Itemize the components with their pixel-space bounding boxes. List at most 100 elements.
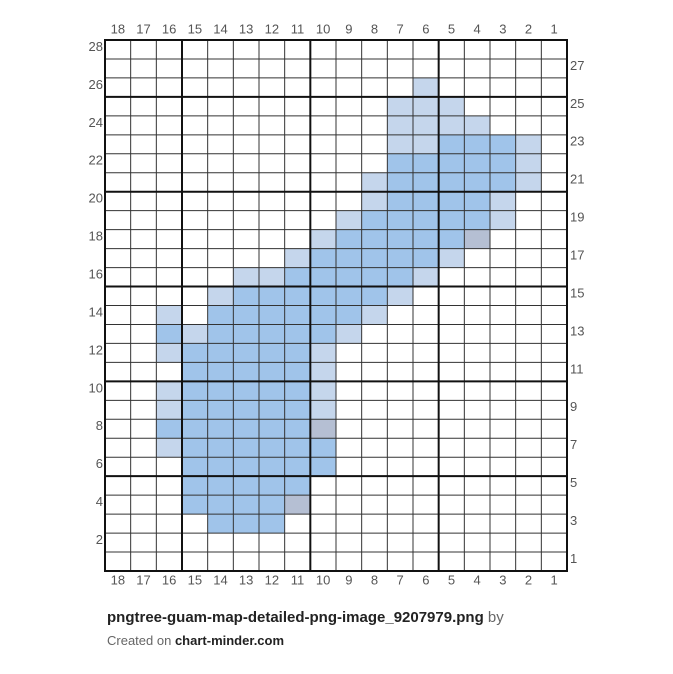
cell [438,172,465,192]
cell [259,248,285,268]
cell [438,457,465,477]
cell [182,286,208,306]
cell [156,305,182,325]
cell [105,115,131,135]
cell [515,438,542,458]
cell [515,172,542,192]
cell [464,419,490,439]
column-label-bottom: 3 [499,572,506,587]
cell [464,248,490,268]
cell [515,96,542,116]
cell [515,476,542,496]
cell [464,77,490,97]
cell [207,191,234,211]
cell [541,305,567,325]
cell [207,419,234,439]
cell [361,343,388,363]
cell [336,514,362,534]
row-label-right: 21 [570,172,584,187]
cell [387,210,413,230]
cell [156,343,182,363]
cell [541,419,567,439]
column-label-bottom: 10 [316,572,330,587]
row-label-left: 26 [89,77,103,92]
cell [515,362,542,382]
cell [464,286,490,306]
cell [413,229,439,249]
cell [310,248,336,268]
cell [438,115,465,135]
cell [310,267,336,287]
cell [438,419,465,439]
cell [438,343,465,363]
column-label-bottom: 1 [551,572,558,587]
cell [105,457,131,477]
column-label-top: 14 [213,21,227,36]
cell [182,210,208,230]
cell [233,191,259,211]
cell [413,58,439,78]
cell [207,552,234,571]
cell [207,58,234,78]
column-label-top: 16 [162,21,176,36]
cell [207,267,234,287]
cell [541,343,567,363]
cell [207,286,234,306]
row-label-left: 16 [89,266,103,281]
cell [310,381,336,401]
cell [464,267,490,287]
cell [130,58,157,78]
cell [438,191,465,211]
cell [387,248,413,268]
cell [515,533,542,553]
cell [156,476,182,496]
cell [464,40,490,59]
cell [130,286,157,306]
cell [105,58,131,78]
cell [156,40,182,59]
cell [361,210,388,230]
cell [284,191,311,211]
cell [207,40,234,59]
cell [541,153,567,173]
cell [284,324,311,344]
cell [233,40,259,59]
cell [105,96,131,116]
cell [464,58,490,78]
cell [156,96,182,116]
cell [259,305,285,325]
column-label-top: 17 [136,21,150,36]
cell [156,77,182,97]
cell [284,115,311,135]
cell [310,172,336,192]
cell [310,533,336,553]
cell [310,438,336,458]
cell [130,514,157,534]
site-name[interactable]: chart-minder.com [174,633,285,648]
cell [259,476,285,496]
cell [130,324,157,344]
cell [336,533,362,553]
cell [156,438,182,458]
cell [541,476,567,496]
cell [233,58,259,78]
cell [438,533,465,553]
cell [361,476,388,496]
cell [182,400,208,420]
cell [156,400,182,420]
cell [387,115,413,135]
cell [464,476,490,496]
cell [259,153,285,173]
cell [156,381,182,401]
column-label-bottom: 13 [239,572,253,587]
cell [387,77,413,97]
cell [438,40,465,59]
cell [105,267,131,287]
cell [156,267,182,287]
cell [105,248,131,268]
cell [361,248,388,268]
cell [284,248,311,268]
column-label-bottom: 11 [291,572,305,587]
cell [284,96,311,116]
cell [387,286,413,306]
